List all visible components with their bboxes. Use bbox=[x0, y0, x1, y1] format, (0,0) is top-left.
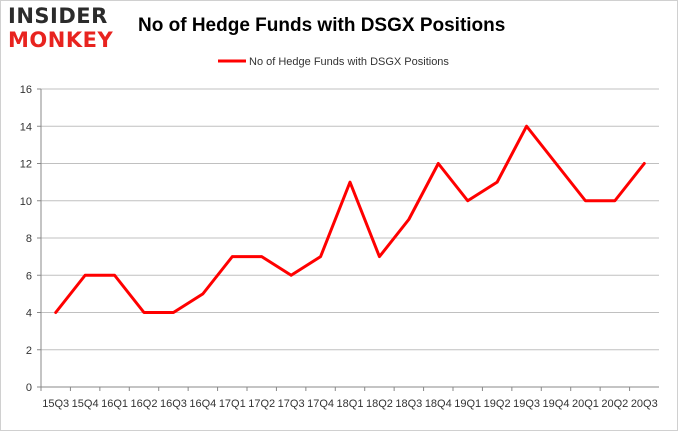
y-tick-label: 10 bbox=[20, 196, 32, 208]
x-tick-label: 16Q3 bbox=[160, 398, 187, 410]
data-point bbox=[554, 162, 558, 165]
data-point bbox=[142, 311, 146, 314]
x-tick-label: 17Q3 bbox=[278, 398, 305, 410]
y-tick-labels: 0 2 4 6 8 10 12 14 16 bbox=[20, 84, 32, 394]
data-point bbox=[378, 255, 381, 258]
x-tick-label: 17Q4 bbox=[307, 398, 334, 410]
data-point bbox=[525, 125, 528, 128]
y-tick-label: 4 bbox=[26, 308, 32, 320]
x-tick-label: 19Q3 bbox=[513, 398, 540, 410]
data-point bbox=[348, 180, 352, 184]
y-tick-label: 0 bbox=[26, 382, 32, 394]
x-tick-label: 18Q2 bbox=[366, 398, 393, 410]
y-tick-label: 12 bbox=[20, 159, 32, 171]
series-line-0 bbox=[54, 124, 646, 314]
x-tick-label: 19Q2 bbox=[484, 398, 511, 410]
x-tick-label: 16Q1 bbox=[101, 398, 128, 410]
x-tick-label: 20Q3 bbox=[631, 398, 658, 410]
y-tick-label: 6 bbox=[26, 270, 32, 282]
x-tick-label: 15Q4 bbox=[72, 398, 99, 410]
data-point bbox=[407, 218, 411, 221]
x-tick-label: 16Q4 bbox=[189, 398, 216, 410]
logo-text-monkey: MONKEY bbox=[8, 28, 114, 52]
data-point bbox=[613, 199, 617, 202]
data-point bbox=[289, 274, 293, 277]
data-point bbox=[231, 255, 234, 258]
legend-label: No of Hedge Funds with DSGX Positions bbox=[249, 56, 449, 68]
x-tick-label: 19Q1 bbox=[454, 398, 481, 410]
gridlines bbox=[41, 88, 659, 351]
x-tick-label: 17Q1 bbox=[219, 398, 246, 410]
data-point bbox=[495, 180, 499, 184]
data-point bbox=[172, 311, 175, 314]
x-tick-label: 16Q2 bbox=[131, 398, 158, 410]
data-point bbox=[83, 274, 87, 277]
data-point bbox=[260, 255, 263, 258]
data-point bbox=[437, 162, 440, 165]
y-tick-label: 2 bbox=[26, 345, 32, 357]
insider-monkey-logo: INSIDER MONKEY bbox=[8, 4, 126, 54]
y-tick-label: 16 bbox=[20, 84, 32, 96]
data-point bbox=[319, 255, 322, 258]
y-tick-label: 8 bbox=[26, 233, 32, 245]
logo-text-insider: INSIDER bbox=[8, 4, 108, 28]
data-point bbox=[584, 199, 587, 202]
data-point bbox=[54, 311, 57, 314]
data-point bbox=[201, 292, 205, 296]
data-point bbox=[113, 274, 116, 277]
x-tick-label: 17Q2 bbox=[248, 398, 275, 410]
data-point bbox=[643, 162, 646, 165]
x-tick-labels: 15Q3 15Q4 16Q1 16Q2 16Q3 16Q4 17Q1 17Q2 17Q3 17Q4… bbox=[42, 398, 657, 410]
series bbox=[54, 124, 646, 314]
axes bbox=[37, 88, 659, 391]
x-tick-label: 20Q1 bbox=[572, 398, 599, 410]
x-tick-label: 19Q4 bbox=[543, 398, 570, 410]
data-point bbox=[466, 199, 469, 202]
x-tick-label: 18Q1 bbox=[337, 398, 364, 410]
x-tick-label: 20Q2 bbox=[601, 398, 628, 410]
chart-title: No of Hedge Funds with DSGX Positions bbox=[138, 15, 506, 36]
x-tick-label: 18Q4 bbox=[425, 398, 452, 410]
x-tick-label: 15Q3 bbox=[42, 398, 69, 410]
y-tick-label: 14 bbox=[20, 121, 32, 133]
x-tick-label: 18Q3 bbox=[395, 398, 422, 410]
legend: No of Hedge Funds with DSGX Positions bbox=[218, 56, 449, 68]
